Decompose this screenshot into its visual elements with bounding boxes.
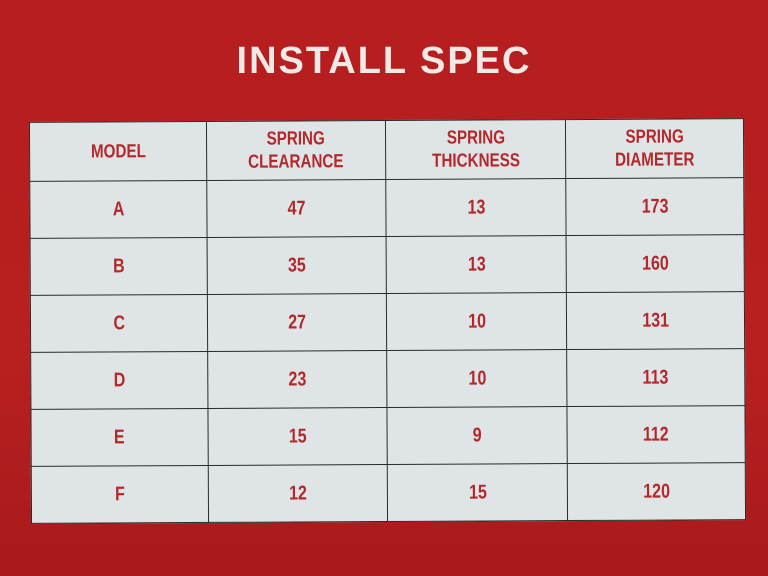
table-cell: 10 xyxy=(387,349,568,408)
table-row: D 23 10 113 xyxy=(30,348,745,410)
table-cell: 23 xyxy=(207,350,388,409)
cell-value: E xyxy=(114,425,125,448)
table-cell: 113 xyxy=(566,348,745,407)
cell-value: D xyxy=(113,368,125,391)
table-row: B 35 13 160 xyxy=(30,234,745,296)
table-cell: 112 xyxy=(567,405,746,464)
column-header: SPRING CLEARANCE xyxy=(206,120,387,181)
column-header-line: SPRING xyxy=(266,128,326,150)
page-title: INSTALL SPEC xyxy=(236,40,532,82)
table-cell: 13 xyxy=(386,178,567,237)
cell-value: 131 xyxy=(642,309,670,332)
column-header-line: SPRING xyxy=(625,126,684,148)
table-cell: 9 xyxy=(387,406,568,465)
column-header: SPRING THICKNESS xyxy=(385,119,566,180)
cell-value: 113 xyxy=(642,366,669,389)
column-header-line: DIAMETER xyxy=(615,149,695,171)
table-cell: 47 xyxy=(206,179,387,238)
table-cell: C xyxy=(30,294,208,353)
table-cell: F xyxy=(31,465,209,524)
cell-value: B xyxy=(112,254,125,277)
cell-value: 173 xyxy=(641,195,669,218)
cell-value: 27 xyxy=(288,310,307,334)
cell-value: 13 xyxy=(467,252,486,276)
table-row: C 27 10 131 xyxy=(30,291,745,353)
table-cell: E xyxy=(30,408,208,467)
table-cell: 120 xyxy=(567,462,746,521)
install-spec-table: MODEL SPRING CLEARANCE SPRING THICKNESS SPRIN… xyxy=(28,118,747,524)
column-header-line: CLEARANCE xyxy=(248,151,344,173)
cell-value: 112 xyxy=(643,423,670,446)
cell-value: 15 xyxy=(288,424,307,448)
table-row: F 12 15 120 xyxy=(31,462,746,524)
cell-value: A xyxy=(112,197,125,220)
table-cell: A xyxy=(29,180,207,239)
table-cell: 160 xyxy=(566,234,745,293)
table-cell: 15 xyxy=(387,463,568,522)
table-cell: 35 xyxy=(206,236,387,295)
cell-value: 160 xyxy=(641,252,669,275)
column-header-line: MODEL xyxy=(90,140,146,163)
table-cell: 27 xyxy=(207,293,388,352)
cell-value: 10 xyxy=(467,309,486,333)
cell-value: F xyxy=(114,482,125,505)
cell-value: 9 xyxy=(472,424,482,447)
cell-value: 12 xyxy=(288,481,307,505)
cell-value: C xyxy=(112,311,125,334)
table-cell: 12 xyxy=(207,464,389,523)
table-cell: 15 xyxy=(207,407,388,466)
column-header-line: SPRING xyxy=(446,127,506,149)
cell-value: 35 xyxy=(287,253,306,277)
column-header-line: THICKNESS xyxy=(432,150,520,172)
table-row: E 15 9 112 xyxy=(30,405,746,467)
cell-value: 23 xyxy=(288,367,307,391)
table-cell: 173 xyxy=(565,177,745,236)
header-row: MODEL SPRING CLEARANCE SPRING THICKNESS SPRIN… xyxy=(29,118,744,182)
cell-value: 10 xyxy=(468,366,487,390)
column-header: SPRING DIAMETER xyxy=(565,118,744,179)
table-cell: 131 xyxy=(566,291,745,350)
cell-value: 15 xyxy=(468,480,487,504)
cell-value: 120 xyxy=(643,480,670,503)
column-header: MODEL xyxy=(29,121,207,182)
cell-value: 13 xyxy=(467,195,486,219)
table-cell: 13 xyxy=(386,235,567,294)
table-cell: 10 xyxy=(386,292,567,351)
table-row: A 47 13 173 xyxy=(29,177,745,239)
table-cell: B xyxy=(30,237,208,296)
table-cell: D xyxy=(30,351,208,410)
cell-value: 47 xyxy=(287,196,306,220)
